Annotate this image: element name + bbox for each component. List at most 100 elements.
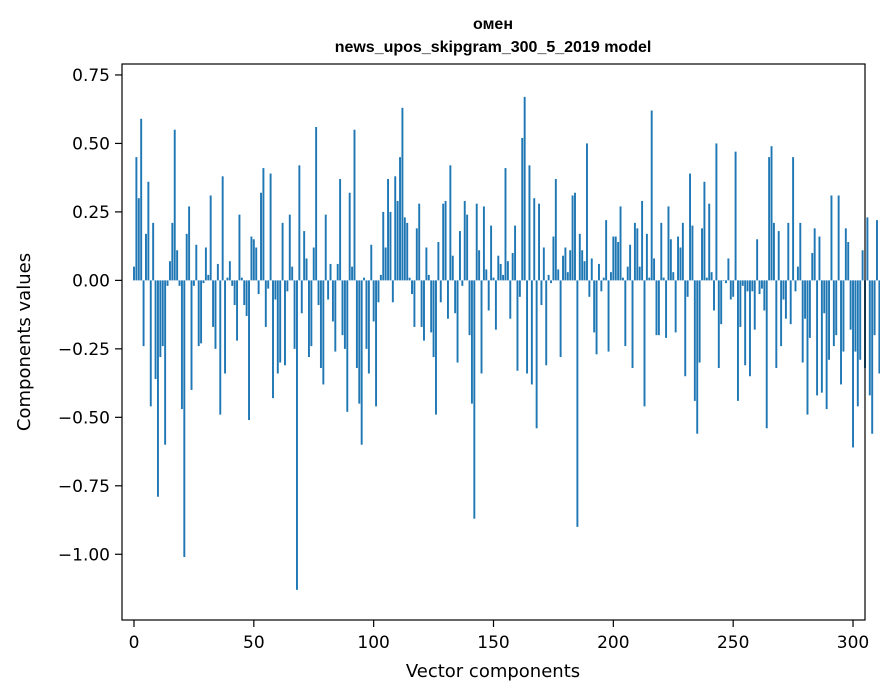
bar-84: [334, 280, 337, 352]
bar-297: [844, 228, 847, 281]
bar-277: [796, 266, 799, 281]
bar-199: [609, 272, 612, 281]
bar-27: [197, 280, 200, 347]
bar-292: [832, 280, 835, 347]
bar-140: [468, 280, 471, 336]
bar-311: [878, 280, 880, 374]
bar-182: [569, 250, 572, 281]
bar-79: [322, 280, 325, 385]
bar-212: [641, 200, 644, 281]
bar-1: [135, 157, 138, 281]
bar-62: [281, 222, 284, 281]
bar-187: [581, 250, 584, 281]
bar-93: [355, 280, 358, 369]
bar-65: [288, 214, 291, 281]
bar-197: [605, 220, 608, 281]
bar-40: [228, 261, 231, 281]
x-tick-label: 250: [717, 633, 749, 653]
bar-41: [231, 280, 234, 286]
bars: [133, 96, 880, 590]
bar-146: [482, 206, 485, 281]
bar-222: [665, 280, 668, 338]
bar-198: [607, 280, 610, 352]
bar-141: [470, 280, 473, 404]
bar-208: [631, 280, 634, 369]
y-axis-label: Components values: [14, 253, 35, 431]
bar-91: [351, 266, 354, 281]
bar-61: [279, 280, 282, 363]
bar-157: [509, 280, 512, 319]
bar-3: [140, 118, 143, 281]
bar-253: [739, 280, 742, 327]
bar-289: [825, 280, 828, 410]
bar-189: [586, 143, 588, 281]
bar-304: [861, 250, 864, 281]
bar-131: [447, 280, 449, 319]
bar-96: [363, 277, 366, 281]
bar-296: [842, 280, 845, 352]
bar-244: [717, 280, 720, 369]
x-tick-label: 150: [477, 633, 509, 653]
bar-46: [243, 280, 246, 306]
bar-35: [216, 263, 219, 281]
bar-32: [209, 195, 212, 281]
bar-268: [775, 280, 778, 369]
bar-152: [497, 255, 500, 281]
bar-163: [523, 96, 526, 281]
bar-263: [763, 280, 766, 311]
bar-155: [504, 168, 507, 281]
chart-title: омен: [473, 16, 513, 33]
bar-69: [298, 165, 301, 281]
bar-204: [621, 277, 624, 281]
bar-272: [784, 280, 787, 319]
bar-75: [312, 247, 315, 281]
bar-259: [753, 280, 756, 330]
bar-173: [547, 274, 550, 281]
bar-188: [583, 261, 586, 281]
y-tick-label: 0.50: [72, 134, 110, 154]
bar-56: [267, 280, 270, 289]
bar-300: [852, 280, 854, 448]
bar-43: [236, 280, 239, 341]
bar-252: [737, 280, 739, 401]
bar-181: [566, 272, 569, 281]
bar-17: [173, 129, 176, 281]
y-tick-label: −1.00: [58, 545, 110, 565]
bar-162: [521, 137, 524, 281]
bar-243: [715, 143, 718, 281]
bar-251: [734, 151, 737, 281]
bar-260: [756, 239, 759, 281]
bar-240: [708, 203, 711, 281]
bar-2: [137, 198, 140, 281]
bar-242: [713, 280, 715, 311]
bar-245: [720, 280, 723, 325]
bar-11: [159, 280, 162, 358]
bar-280: [804, 280, 807, 319]
bar-99: [370, 244, 373, 281]
bar-119: [418, 203, 421, 281]
plot-frame: [121, 63, 866, 621]
bar-307: [868, 280, 871, 396]
bar-63: [284, 280, 286, 366]
bar-53: [260, 192, 262, 281]
bar-241: [710, 272, 713, 281]
bar-7: [149, 280, 152, 407]
bar-143: [475, 203, 478, 281]
bar-94: [358, 280, 361, 404]
bar-86: [339, 179, 342, 281]
bar-274: [789, 280, 792, 325]
bar-57: [269, 173, 272, 281]
bar-158: [511, 252, 514, 281]
bar-278: [799, 222, 802, 281]
bar-156: [506, 261, 509, 281]
bar-284: [813, 228, 816, 281]
x-tick-label: 300: [837, 633, 869, 653]
bar-112: [401, 107, 404, 281]
bar-51: [255, 247, 258, 281]
bar-4: [142, 280, 145, 347]
bar-202: [617, 242, 620, 281]
x-axis-label: Vector components: [406, 661, 580, 682]
bar-66: [291, 266, 294, 281]
bar-121: [423, 280, 425, 341]
bar-31: [207, 274, 210, 281]
